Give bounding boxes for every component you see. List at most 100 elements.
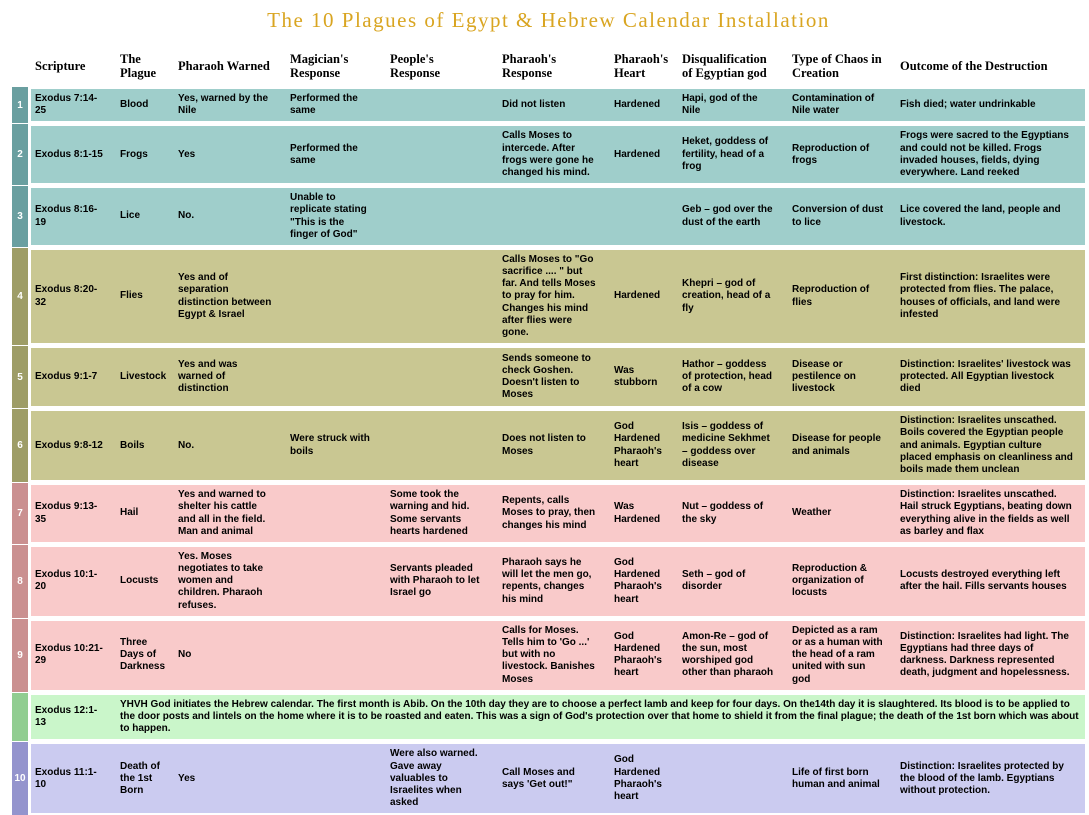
table-row: 4 Exodus 8:20-32 Flies Yes and of separatio… <box>12 247 1085 346</box>
table-cell: Amon-Re – god of the sun, most worshiped… <box>682 630 774 679</box>
table-cell: Hail <box>120 507 139 519</box>
table-cell: Locusts <box>120 575 159 587</box>
table-header: Scripture The Plague Pharaoh Warned Magi… <box>31 49 1085 83</box>
row-content: Exodus 10:1-20 Locusts Yes. Moses negotiat… <box>31 546 1085 616</box>
table-cell: Distinction: Israelites unscathed. Boils… <box>900 415 1073 475</box>
table-cell: Did not listen <box>502 99 566 111</box>
table-cell: Calls Moses to intercede. After frogs we… <box>502 130 594 178</box>
column-header-disqualification: Disqualification of Egyptian god <box>682 51 767 80</box>
row-content: Exodus 9:13-35 Hail Yes and warned to shel… <box>31 485 1085 542</box>
table-body: 1 Exodus 7:14-25 Blood Yes, warned by the N… <box>12 87 1085 815</box>
table-row: 6 Exodus 9:8-12 Boils No. Were struck with b… <box>12 409 1085 483</box>
table-cell <box>286 775 386 783</box>
table-cell: Frogs were sacred to the Egyptians and c… <box>900 130 1069 178</box>
table-cell: Was Hardened <box>614 501 661 525</box>
row-number-badge: 9 <box>12 618 28 692</box>
table-cell: Hathor – goddess of protection, head of … <box>682 358 772 395</box>
table-cell: Reproduction & organization of locusts <box>792 563 867 599</box>
table-row: 2 Exodus 8:1-15 Frogs Yes Performed the same… <box>12 124 1085 186</box>
table-cell <box>610 213 678 221</box>
table-cell: God Hardened Pharaoh's heart <box>614 421 662 469</box>
table-cell <box>286 651 386 659</box>
table-cell: Exodus 9:1-7 <box>35 371 98 383</box>
table-cell: Performed the same <box>290 142 358 166</box>
table-row: 10 Exodus 11:1-10 Death of the 1st Born Yes… <box>12 742 1085 815</box>
table-cell: Flies <box>120 290 143 302</box>
table-cell: Exodus 10:1-20 <box>35 569 98 593</box>
table-cell: No <box>178 649 192 661</box>
table-cell <box>286 510 386 518</box>
table-cell: No. <box>178 439 195 451</box>
table-cell: Yes and warned to shelter his cattle and… <box>178 489 266 537</box>
row-number-badge: 3 <box>12 186 28 247</box>
table-cell: Sends someone to check Goshen. Doesn't l… <box>502 352 591 401</box>
row-content: Exodus 8:20-32 Flies Yes and of separation… <box>31 249 1085 344</box>
table-cell: God Hardened Pharaoh's heart <box>614 754 662 802</box>
table-cell: Frogs <box>120 148 148 160</box>
table-cell: Calls Moses to "Go sacrifice .... " but … <box>502 253 596 338</box>
table-cell: Call Moses and says 'Get out!" <box>502 766 575 790</box>
table-cell: Distinction: Israelites protected by the… <box>900 760 1064 796</box>
row-number-badge: 1 <box>12 87 28 124</box>
table-cell: Weather <box>792 507 832 519</box>
row-content: Exodus 8:1-15 Frogs Yes Performed the same C… <box>31 126 1085 184</box>
table-cell: Pharaoh says he will let the men go, rep… <box>502 556 592 605</box>
table-cell: Blood <box>120 99 149 111</box>
table-cell: Life of first born human and animal <box>792 766 880 790</box>
row-number-badge: 8 <box>12 544 28 618</box>
cell-calendar-note: YHVH God initiates the Hebrew calendar. … <box>120 698 1079 735</box>
table-cell: Disease or pestilence on livestock <box>792 358 856 395</box>
column-header-scripture: Scripture <box>35 58 86 73</box>
row-content: Exodus 12:1-13 YHVH God initiates the Heb… <box>31 694 1085 740</box>
table-cell: Hapi, god of the Nile <box>682 93 758 117</box>
table-cell: Exodus 8:16-19 <box>35 204 98 228</box>
column-header-type-of-chaos: Type of Chaos in Creation <box>792 51 882 80</box>
table-cell: Was stubborn <box>614 365 658 389</box>
table-cell <box>286 577 386 585</box>
table-cell: Exodus 9:13-35 <box>35 501 98 525</box>
table-cell: Depicted as a ram or as a human with the… <box>792 624 883 685</box>
table-row: 5 Exodus 9:1-7 Livestock Yes and was warned… <box>12 346 1085 409</box>
table-cell <box>386 293 498 301</box>
column-header-pharaoh-warned: Pharaoh Warned <box>178 58 270 73</box>
table-cell: Boils <box>120 439 145 451</box>
table-cell <box>286 293 386 301</box>
table-cell: Exodus 9:8-12 <box>35 439 103 451</box>
table-cell <box>386 373 498 381</box>
table-cell: Yes <box>178 772 196 784</box>
table-row: Exodus 12:1-13 YHVH God initiates the Heb… <box>12 692 1085 742</box>
table-cell: Hardened <box>614 99 661 111</box>
row-number-badge: 6 <box>12 409 28 483</box>
table-row: 8 Exodus 10:1-20 Locusts Yes. Moses negotia… <box>12 544 1085 618</box>
table-cell: Yes. Moses negotiates to take women and … <box>178 550 264 611</box>
column-header-pharaohs-heart: Pharaoh's Heart <box>614 51 669 80</box>
table-cell: Exodus 7:14-25 <box>35 93 98 117</box>
table-cell: No. <box>178 210 195 222</box>
table-cell: First distinction: Israelites were prote… <box>900 272 1061 320</box>
table-cell: Exodus 8:20-32 <box>35 284 98 308</box>
table-row: 7 Exodus 9:13-35 Hail Yes and warned to she… <box>12 483 1085 544</box>
table-cell: Livestock <box>120 371 167 383</box>
table-cell: Exodus 11:1-10 <box>35 766 97 790</box>
column-header-pharaohs-response: Pharaoh's Response <box>502 51 557 80</box>
table-cell: Hardened <box>614 290 661 302</box>
table-cell: Isis – goddess of medicine Sekhmet – god… <box>682 421 770 469</box>
row-content: Exodus 7:14-25 Blood Yes, warned by the Ni… <box>31 89 1085 122</box>
table-cell: Calls for Moses. Tells him to 'Go ...' b… <box>502 624 595 685</box>
table-cell <box>386 442 498 450</box>
table-cell: Fish died; water undrinkable <box>900 99 1036 111</box>
table-cell: God Hardened Pharaoh's heart <box>614 630 662 679</box>
table-cell: Distinction: Israelites unscathed. Hail … <box>900 489 1072 537</box>
row-content: Exodus 11:1-10 Death of the 1st Born Yes We… <box>31 744 1085 814</box>
table-cell: Reproduction of flies <box>792 284 870 308</box>
table-cell: Yes <box>178 148 196 160</box>
table-row: 3 Exodus 8:16-19 Lice No. Unable to replicat… <box>12 186 1085 247</box>
page-title: The 10 Plagues of Egypt & Hebrew Calenda… <box>267 8 830 32</box>
table-cell <box>678 775 788 783</box>
table-cell: Heket, goddess of fertility, head of a f… <box>682 136 769 172</box>
table-cell: Nut – goddess of the sky <box>682 501 764 525</box>
cell-scripture: Exodus 12:1-13 <box>35 704 98 729</box>
table-cell: Performed the same <box>290 93 358 117</box>
table-cell: Exodus 8:1-15 <box>35 148 103 160</box>
table-cell: Unable to replicate stating "This is the… <box>290 192 367 240</box>
